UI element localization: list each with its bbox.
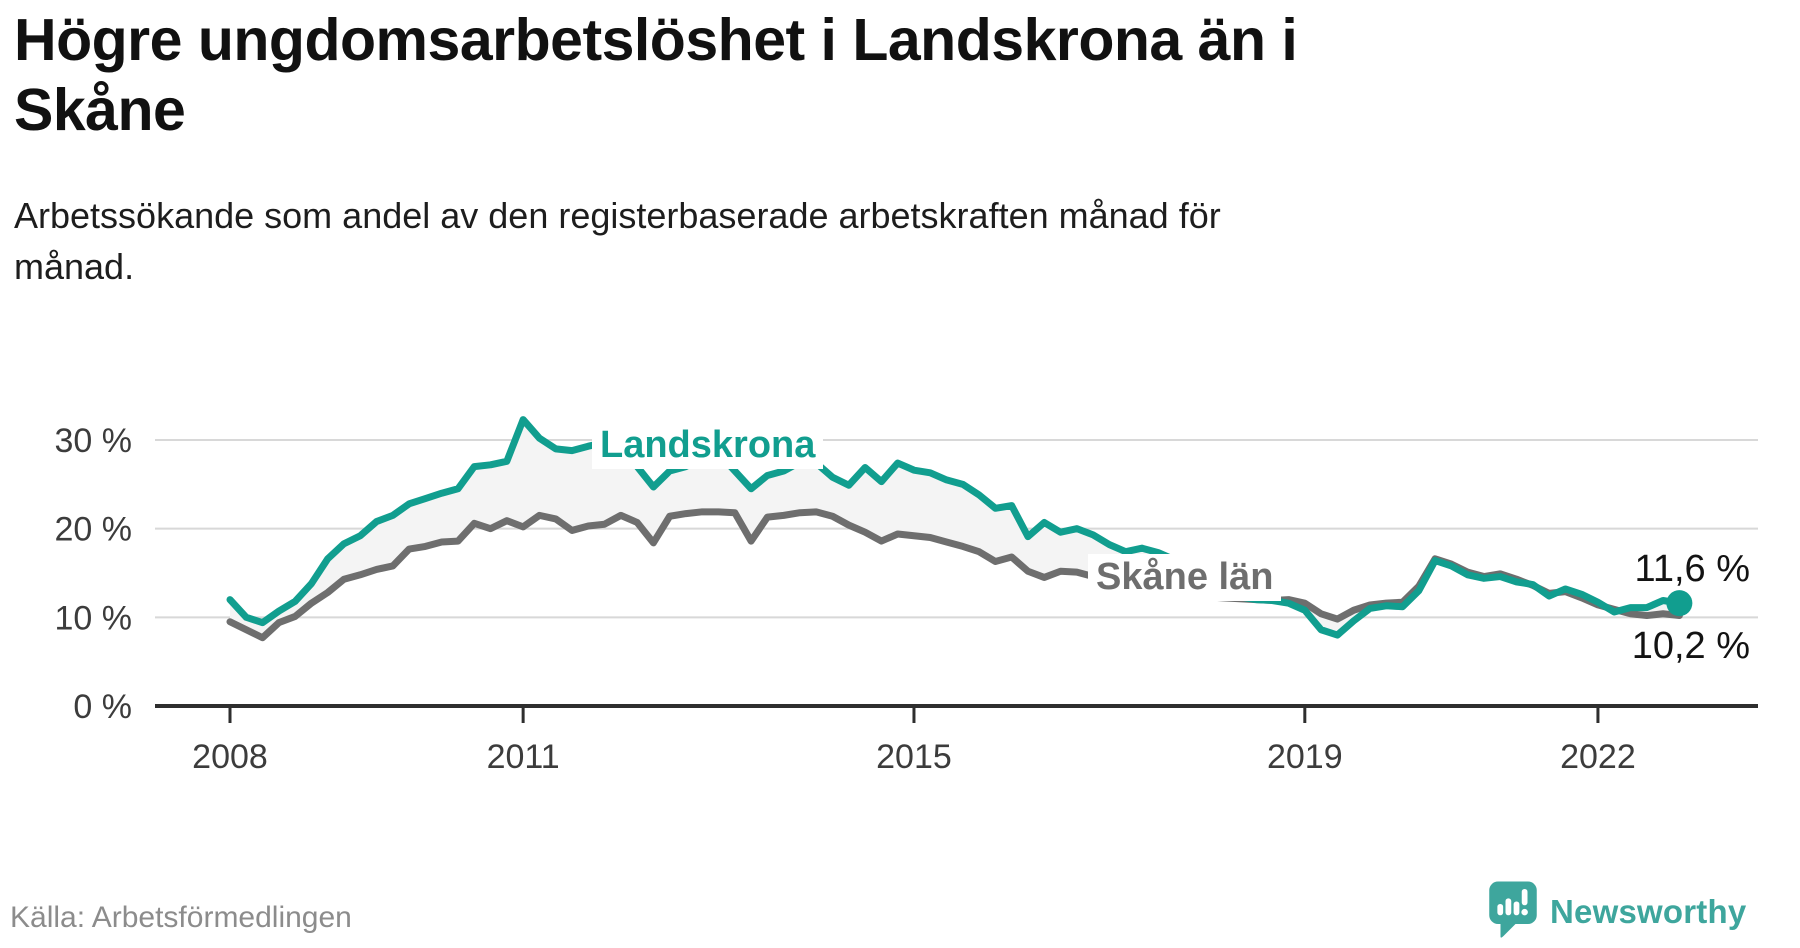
svg-text:2015: 2015 xyxy=(876,738,952,776)
svg-text:2019: 2019 xyxy=(1267,738,1343,776)
source-note: Källa: Arbetsförmedlingen xyxy=(10,901,352,934)
svg-text:2011: 2011 xyxy=(487,738,560,776)
end-value-skane: 10,2 % xyxy=(1631,625,1750,667)
series-label-skane: Skåne län xyxy=(1088,554,1282,601)
svg-text:10 %: 10 % xyxy=(55,599,133,637)
exclamation-bar xyxy=(1521,889,1528,906)
svg-text:2008: 2008 xyxy=(192,738,268,776)
series-label-landskrona: Landskrona xyxy=(592,422,824,469)
newsworthy-icon xyxy=(1488,880,1538,943)
chart-subtitle-line2: månad. xyxy=(14,246,135,288)
bar-3 xyxy=(1513,901,1520,916)
newsworthy-wordmark: Newsworthy xyxy=(1550,892,1747,930)
page-title-line2: Skåne xyxy=(14,76,186,143)
exclamation-dot xyxy=(1521,908,1528,916)
svg-text:30 %: 30 % xyxy=(55,422,133,460)
svg-text:2022: 2022 xyxy=(1560,738,1636,776)
end-value-landskrona: 11,6 % xyxy=(1634,548,1750,590)
speech-bubble-shape xyxy=(1489,881,1537,938)
chart-subtitle: Arbetssökande som andel av den registerb… xyxy=(14,190,1514,292)
newsworthy-logo: Newsworthy xyxy=(1488,880,1746,943)
bar-2 xyxy=(1505,898,1512,916)
chart-subtitle-line1: Arbetssökande som andel av den registerb… xyxy=(14,195,1221,236)
page-title-line1: Högre ungdomsarbetslöshet i Landskrona ä… xyxy=(14,7,1298,73)
svg-text:0 %: 0 % xyxy=(73,688,132,726)
svg-text:20 %: 20 % xyxy=(55,511,133,549)
page-title: Högre ungdomsarbetslöshet i Landskrona ä… xyxy=(14,6,1614,145)
bar-1 xyxy=(1497,904,1504,916)
